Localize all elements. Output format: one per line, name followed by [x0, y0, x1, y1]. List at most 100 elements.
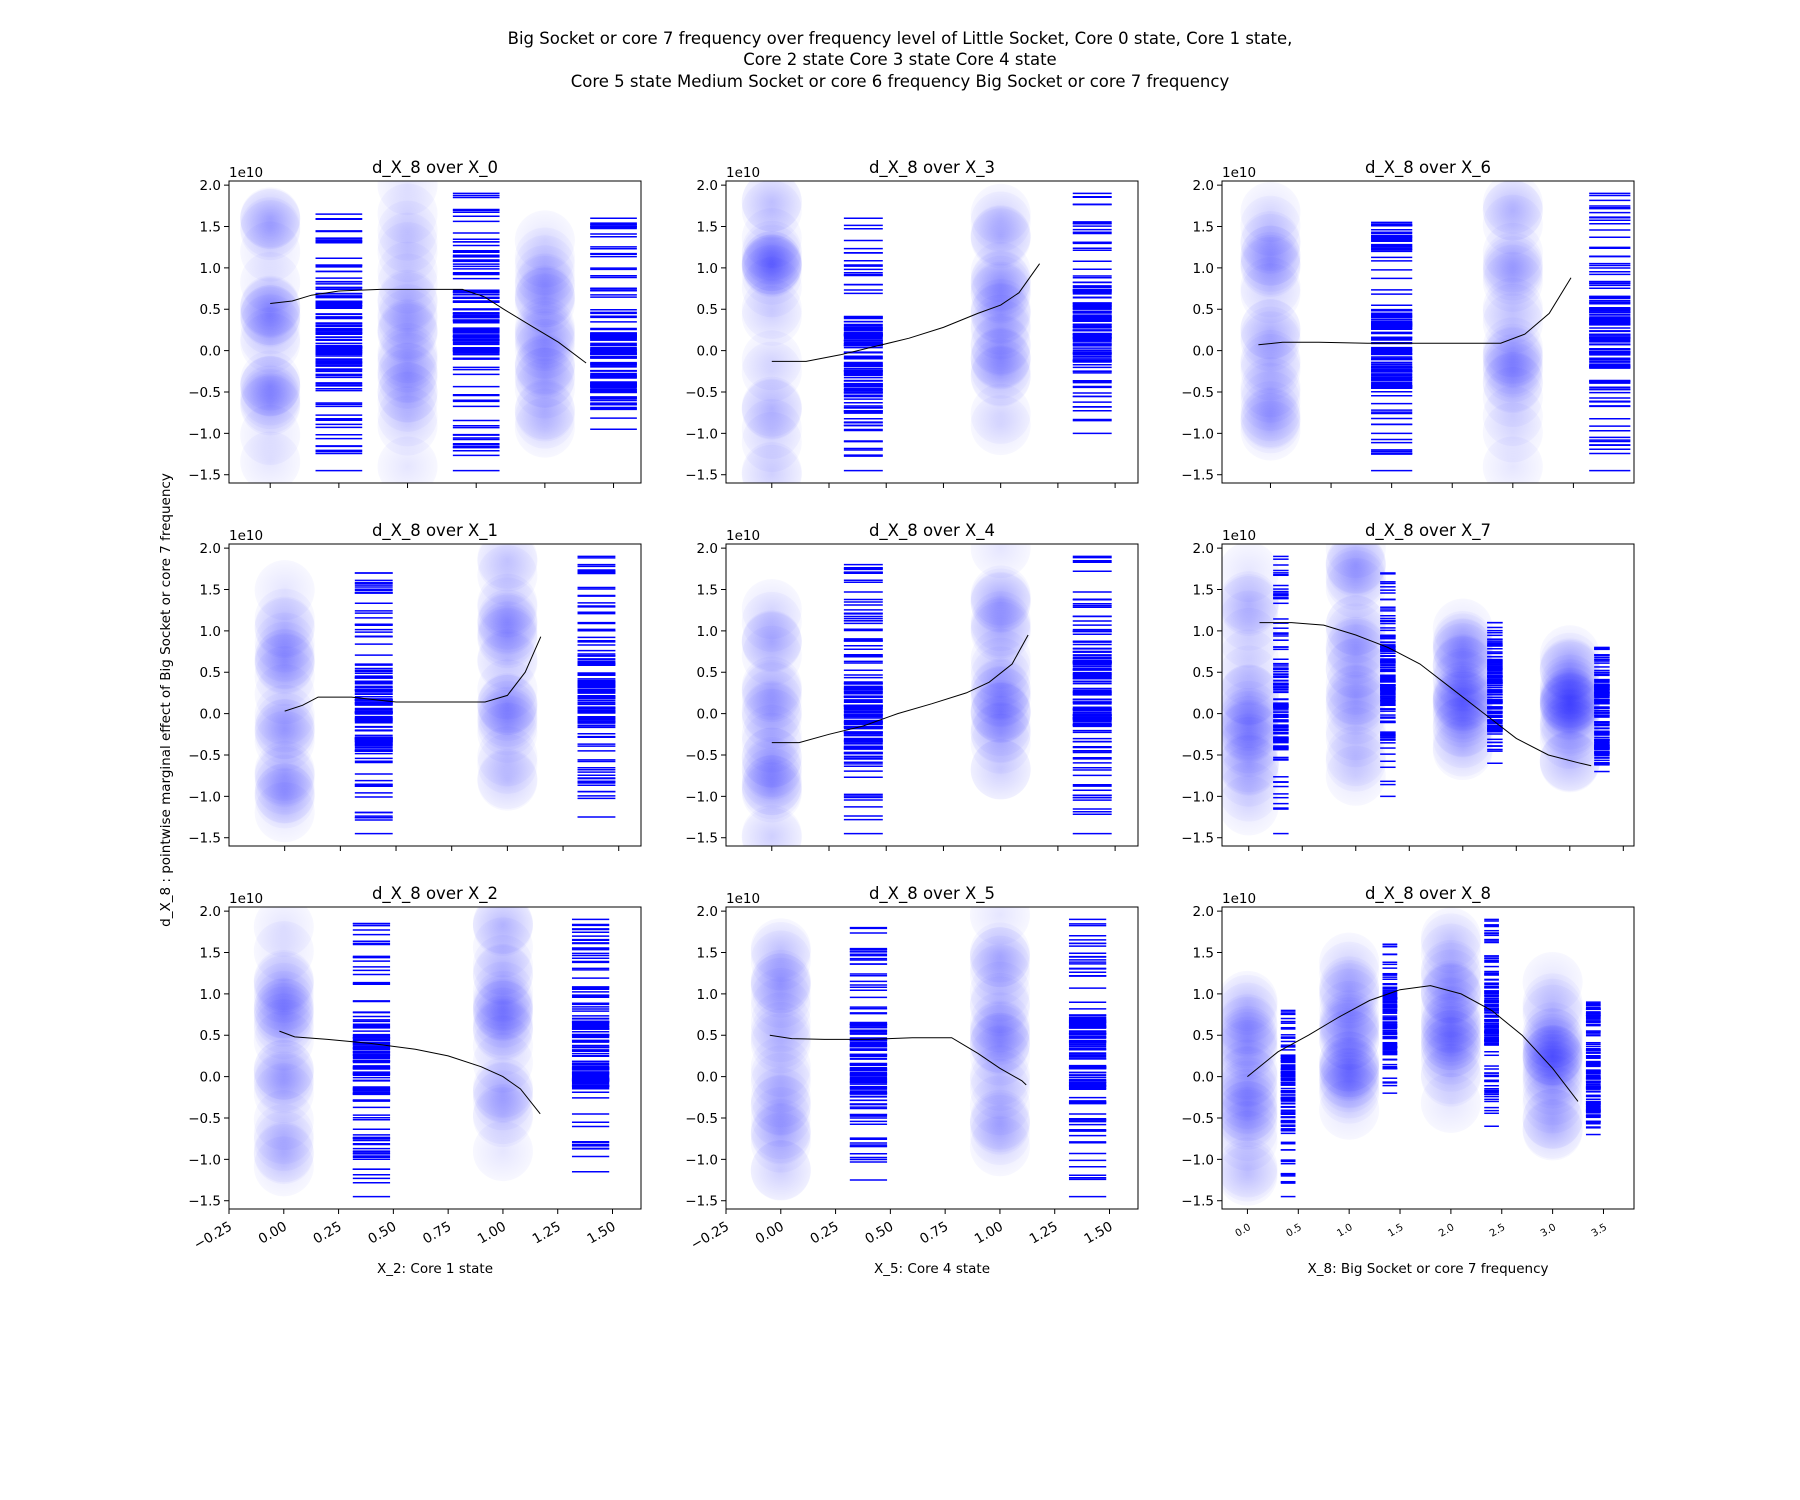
- plot-area: [240, 181, 637, 483]
- x-tick-label: 1.50: [1081, 1219, 1115, 1248]
- y-tick-label: 1.5: [697, 946, 718, 962]
- data-point: [377, 212, 438, 273]
- data-point: [240, 369, 301, 430]
- data-point: [1539, 632, 1600, 693]
- plot-area: [741, 181, 1112, 483]
- data-point: [741, 669, 802, 730]
- y-tick-label: 1.5: [200, 220, 221, 236]
- y-tick-label: 0.5: [200, 1028, 221, 1044]
- y-exponent-label: 1e10: [1222, 891, 1256, 907]
- data-point: [970, 345, 1031, 406]
- y-tick-label: −1.5: [188, 1194, 221, 1210]
- y-tick-label: −0.5: [188, 385, 221, 401]
- data-point: [970, 395, 1031, 456]
- data-point: [750, 1087, 811, 1148]
- data-point: [1482, 232, 1543, 293]
- data-point: [1539, 689, 1600, 750]
- y-tick-label: 1.5: [1193, 583, 1214, 599]
- data-point: [750, 957, 811, 1018]
- data-point: [1222, 1039, 1278, 1100]
- y-tick-label: −1.0: [685, 426, 718, 442]
- subplot-title: d_X_8 over X_0: [372, 158, 498, 178]
- data-point: [240, 200, 301, 261]
- y-tick-label: 0.5: [1193, 302, 1214, 318]
- x-tick-label: 0.50: [365, 1219, 399, 1248]
- x-tick-label: 3.0: [1539, 1222, 1558, 1239]
- data-point: [1222, 982, 1278, 1043]
- plot-area: [254, 544, 616, 843]
- subplot-8: −1.5 −1.0 −0.5 0.0 0.5 1.0 1.5 2.0 1e10 −0.25 0.00…: [685, 884, 1139, 1277]
- subplot-title: d_X_8 over X_6: [1365, 158, 1491, 178]
- y-tick-label: −1.5: [685, 831, 718, 847]
- data-point: [969, 972, 1030, 1033]
- y-exponent-label: 1e10: [229, 528, 263, 544]
- axes-frame: [1221, 906, 1635, 1210]
- data-point: [1222, 1086, 1278, 1147]
- x-tick-label: 1.5: [1386, 1222, 1405, 1239]
- y-tick-label: −0.5: [1181, 385, 1214, 401]
- y-tick-label: −0.5: [1181, 748, 1214, 764]
- y-tick-label: −0.5: [188, 1111, 221, 1127]
- subplot-4: −1.5 −1.0 −0.5 0.0 0.5 1.0 1.5 2.0 1e10 d_X_8 ove…: [188, 521, 642, 851]
- y-tick-label: 0.5: [697, 665, 718, 681]
- y-tick-label: 1.0: [1193, 261, 1214, 277]
- data-point: [1222, 607, 1279, 668]
- x-tick-label: 1.00: [972, 1219, 1006, 1248]
- y-tick-label: 0.0: [697, 1070, 718, 1086]
- x-tick-label: 0.25: [808, 1219, 842, 1248]
- y-tick-label: −1.5: [188, 468, 221, 484]
- y-tick-label: 2.0: [1193, 904, 1214, 920]
- y-tick-label: 2.0: [697, 178, 718, 194]
- plot-area: [750, 907, 1107, 1201]
- axes-frame: [725, 906, 1139, 1210]
- x-tick-label: 0.75: [917, 1219, 951, 1248]
- y-tick-label: 2.0: [697, 541, 718, 557]
- suptitle-line-3: Core 5 state Medium Socket or core 6 fre…: [571, 72, 1230, 91]
- x-tick-label: 2.0: [1437, 1222, 1456, 1239]
- marginal-effect-curve: [270, 288, 587, 364]
- x-tick-label: −0.25: [688, 1219, 732, 1254]
- data-point: [1240, 236, 1301, 297]
- suptitle-line-2: Core 2 state Core 3 state Core 4 state: [743, 50, 1056, 69]
- subplot-2: −1.5 −1.0 −0.5 0.0 0.5 1.0 1.5 2.0 1e10 d_X_8 ove…: [685, 158, 1139, 488]
- subplot-6: −1.5 −1.0 −0.5 0.0 0.5 1.0 1.5 2.0 1e10 d_X_8 ove…: [1181, 521, 1635, 851]
- axes-frame: [1221, 543, 1635, 847]
- data-point: [1432, 618, 1493, 679]
- y-tick-label: −1.0: [188, 426, 221, 442]
- data-point: [1522, 1065, 1583, 1126]
- y-tick-label: −0.5: [685, 748, 718, 764]
- data-point: [970, 739, 1031, 800]
- data-point: [377, 386, 438, 447]
- marginal-effect-curve: [1259, 622, 1592, 767]
- data-point: [1482, 181, 1543, 241]
- x-axis-label: X_8: Big Socket or core 7 frequency: [1307, 1261, 1548, 1277]
- marginal-effect-curve: [771, 634, 1029, 744]
- y-tick-label: 2.0: [200, 178, 221, 194]
- data-point: [970, 646, 1031, 707]
- y-tick-label: 0.0: [200, 344, 221, 360]
- y-exponent-label: 1e10: [1222, 165, 1256, 181]
- y-tick-label: −1.5: [188, 831, 221, 847]
- y-tick-label: 0.0: [697, 707, 718, 723]
- x-axis-label: X_2: Core 1 state: [377, 1261, 493, 1277]
- y-tick-label: −1.0: [685, 789, 718, 805]
- data-point: [741, 748, 802, 809]
- data-point: [472, 943, 533, 1004]
- axes-frame: [1221, 180, 1635, 484]
- data-point: [1539, 731, 1600, 792]
- data-point: [741, 208, 802, 269]
- marginal-effect-curve: [1247, 985, 1579, 1102]
- axes-frame: [228, 906, 642, 1210]
- marginal-effect-curve: [1258, 277, 1572, 346]
- y-exponent-label: 1e10: [726, 165, 760, 181]
- subplot-title: d_X_8 over X_2: [372, 884, 498, 904]
- x-tick-label: 1.50: [584, 1219, 618, 1248]
- x-tick-label: 0.0: [1234, 1222, 1253, 1239]
- x-tick-label: 0.50: [862, 1219, 896, 1248]
- y-tick-label: 0.5: [697, 302, 718, 318]
- data-point: [1222, 1137, 1278, 1198]
- data-point: [1319, 994, 1380, 1055]
- data-point: [1240, 311, 1301, 372]
- subplot-1: −1.5 −1.0 −0.5 0.0 0.5 1.0 1.5 2.0 1e10 d_X_8 ove…: [188, 158, 642, 488]
